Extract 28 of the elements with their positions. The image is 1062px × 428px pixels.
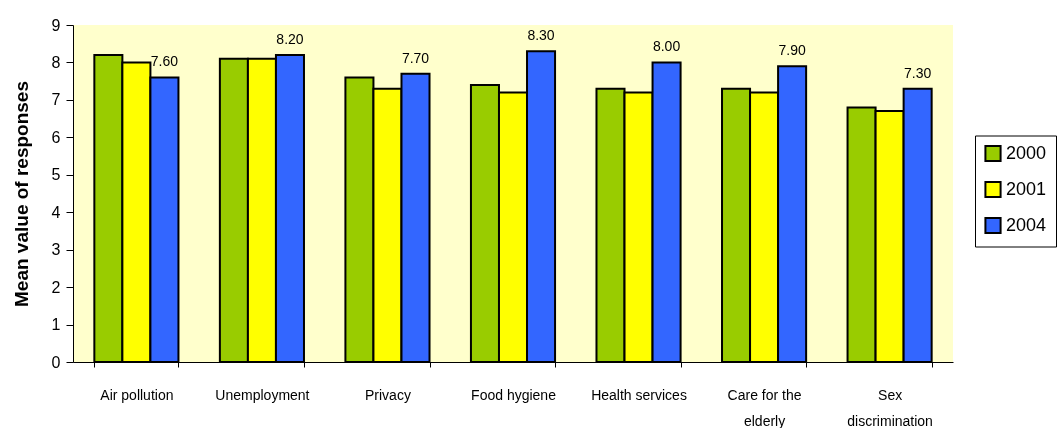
y-tick-label: 4 [51, 203, 61, 221]
x-tick-label: Air pollution [100, 386, 174, 403]
data-label: 7.70 [401, 49, 430, 66]
y-tick-label: 5 [51, 166, 61, 184]
legend-label: 2004 [1006, 214, 1047, 235]
y-tick-label: 8 [51, 53, 61, 71]
data-label: 7.30 [904, 64, 932, 81]
legend-label: 2001 [1006, 178, 1047, 199]
y-tick-label: 3 [51, 241, 61, 259]
x-tick-label: Food hygiene [471, 386, 557, 403]
x-tick-label: Privacy [365, 386, 411, 403]
y-axis-title: Mean value of responses [10, 81, 32, 307]
data-label: 7.60 [150, 53, 179, 70]
y-tick-label: 7 [51, 91, 61, 109]
data-label: 7.90 [778, 42, 806, 59]
y-tick-label: 9 [51, 16, 61, 34]
data-label: 8.30 [527, 27, 555, 44]
x-tick-label: Sex discrimination [847, 386, 933, 428]
x-tick-label: Health services [591, 386, 687, 403]
data-label: 8.20 [276, 30, 304, 47]
y-tick-label: 2 [51, 278, 61, 296]
x-tick-label: Care for the elderly [727, 386, 802, 428]
legend-label: 2000 [1006, 142, 1047, 163]
y-tick-label: 0 [51, 353, 61, 371]
x-tick-label: Unemployment [215, 386, 310, 403]
data-label: 8.00 [652, 38, 681, 55]
y-tick-label: 1 [51, 316, 61, 334]
y-tick-label: 6 [51, 128, 61, 146]
